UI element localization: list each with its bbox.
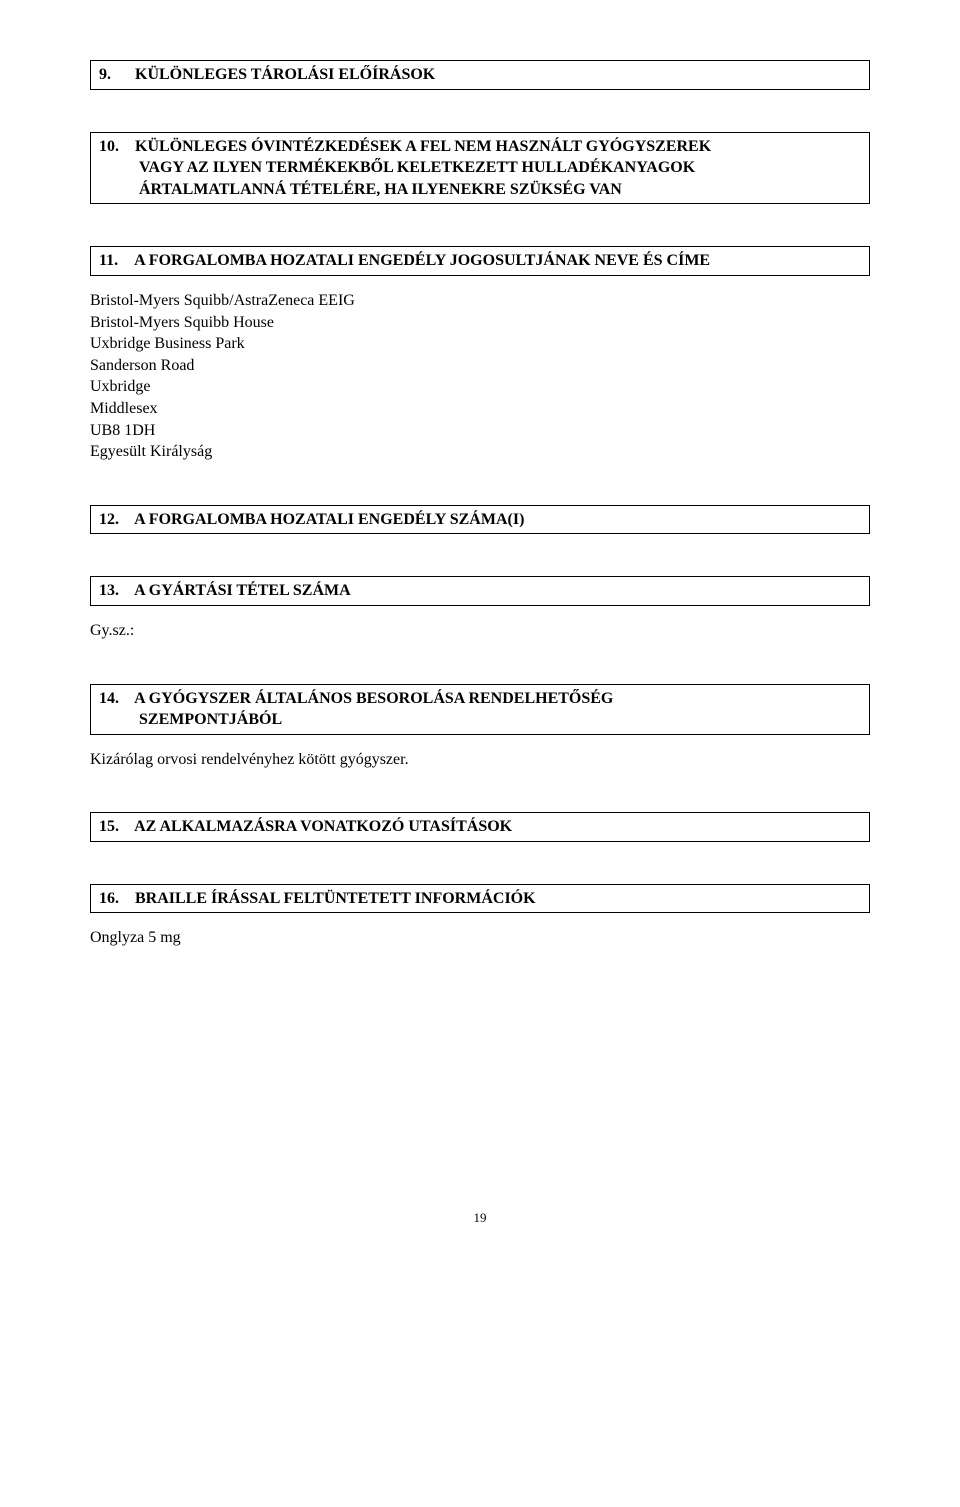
section-11-header: 11. A FORGALOMBA HOZATALI ENGEDÉLY JOGOS… <box>90 246 870 276</box>
section-13-num: 13. <box>99 580 131 602</box>
section-13-body: Gy.sz.: <box>90 620 870 642</box>
section-15-title: AZ ALKALMAZÁSRA VONATKOZÓ UTASÍTÁSOK <box>134 818 512 835</box>
page-number: 19 <box>90 1209 870 1227</box>
address-line-4: Sanderson Road <box>90 355 870 377</box>
address-line-5: Uxbridge <box>90 376 870 398</box>
section-14-line2: SZEMPONTJÁBÓL <box>99 709 861 731</box>
address-line-3: Uxbridge Business Park <box>90 333 870 355</box>
address-line-8: Egyesült Királyság <box>90 441 870 463</box>
section-13-header: 13. A GYÁRTÁSI TÉTEL SZÁMA <box>90 576 870 606</box>
section-11-num: 11. <box>99 250 131 272</box>
section-10-line1: KÜLÖNLEGES ÓVINTÉZKEDÉSEK A FEL NEM HASZ… <box>135 138 711 155</box>
batch-label: Gy.sz.: <box>90 622 134 639</box>
section-9-num: 9. <box>99 64 131 86</box>
prescription-text: Kizárólag orvosi rendelvényhez kötött gy… <box>90 751 409 768</box>
section-12-title: A FORGALOMBA HOZATALI ENGEDÉLY SZÁMA(I) <box>134 511 524 528</box>
section-14-header: 14. A GYÓGYSZER ÁLTALÁNOS BESOROLÁSA REN… <box>90 684 870 735</box>
section-15-num: 15. <box>99 816 131 838</box>
section-12-header: 12. A FORGALOMBA HOZATALI ENGEDÉLY SZÁMA… <box>90 505 870 535</box>
section-16-header: 16. BRAILLE ÍRÁSSAL FELTÜNTETETT INFORMÁ… <box>90 884 870 914</box>
section-10-num: 10. <box>99 136 131 158</box>
address-line-2: Bristol-Myers Squibb House <box>90 312 870 334</box>
section-9-title: KÜLÖNLEGES TÁROLÁSI ELŐÍRÁSOK <box>135 66 435 83</box>
section-10-line3: ÁRTALMATLANNÁ TÉTELÉRE, HA ILYENEKRE SZÜ… <box>99 179 861 201</box>
section-10-line2: VAGY AZ ILYEN TERMÉKEKBŐL KELETKEZETT HU… <box>99 157 861 179</box>
section-16-num: 16. <box>99 888 131 910</box>
section-10-header: 10. KÜLÖNLEGES ÓVINTÉZKEDÉSEK A FEL NEM … <box>90 132 870 205</box>
braille-text: Onglyza 5 mg <box>90 929 181 946</box>
address-line-7: UB8 1DH <box>90 420 870 442</box>
section-14-num: 14. <box>99 688 131 710</box>
section-14-body: Kizárólag orvosi rendelvényhez kötött gy… <box>90 749 870 771</box>
address-line-1: Bristol-Myers Squibb/AstraZeneca EEIG <box>90 290 870 312</box>
section-15-header: 15. AZ ALKALMAZÁSRA VONATKOZÓ UTASÍTÁSOK <box>90 812 870 842</box>
section-16-body: Onglyza 5 mg <box>90 927 870 949</box>
section-16-title: BRAILLE ÍRÁSSAL FELTÜNTETETT INFORMÁCIÓK <box>135 890 536 907</box>
section-11-title: A FORGALOMBA HOZATALI ENGEDÉLY JOGOSULTJ… <box>134 252 710 269</box>
section-13-title: A GYÁRTÁSI TÉTEL SZÁMA <box>134 582 351 599</box>
address-line-6: Middlesex <box>90 398 870 420</box>
section-14-line1: A GYÓGYSZER ÁLTALÁNOS BESOROLÁSA RENDELH… <box>134 690 613 707</box>
section-12-num: 12. <box>99 509 131 531</box>
section-11-body: Bristol-Myers Squibb/AstraZeneca EEIG Br… <box>90 290 870 463</box>
section-9-header: 9. KÜLÖNLEGES TÁROLÁSI ELŐÍRÁSOK <box>90 60 870 90</box>
